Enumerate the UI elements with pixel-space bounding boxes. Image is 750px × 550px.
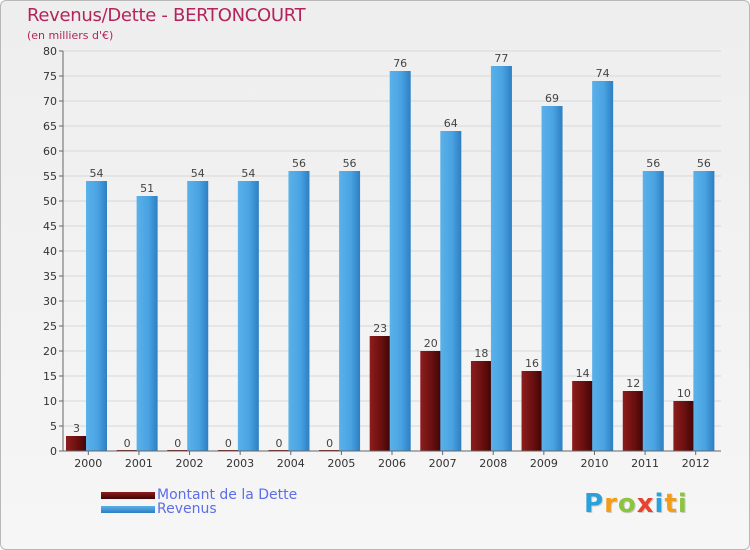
bar-dette	[572, 381, 594, 451]
logo-letter: P	[584, 489, 605, 519]
value-label-dette: 0	[225, 437, 232, 450]
y-tick-label: 5	[50, 420, 57, 433]
value-label-revenus: 74	[596, 67, 610, 80]
x-tick-label: 2012	[682, 457, 710, 470]
bar-revenus	[86, 181, 107, 451]
legend-item-dette: Montant de la Dette	[101, 487, 297, 503]
y-tick-label: 60	[43, 145, 57, 158]
x-tick-label: 2000	[74, 457, 102, 470]
value-label-dette: 16	[525, 357, 539, 370]
proxiti-logo: Proxiti	[584, 489, 688, 519]
bar-revenus	[592, 81, 614, 451]
bar-dette	[369, 336, 391, 451]
y-tick-label: 15	[43, 370, 57, 383]
bar-revenus	[490, 66, 512, 451]
legend-label-revenus: Revenus	[157, 501, 217, 517]
x-tick-label: 2011	[631, 457, 659, 470]
bar-revenus	[136, 196, 158, 451]
legend-swatch-revenus	[101, 505, 155, 513]
x-tick-label: 2006	[378, 457, 406, 470]
y-tick-label: 25	[43, 320, 57, 333]
chart-subtitle: (en milliers d'€)	[27, 29, 114, 42]
x-tick-label: 2002	[176, 457, 204, 470]
y-tick-label: 80	[43, 45, 57, 58]
y-tick-label: 30	[43, 295, 57, 308]
legend-item-revenus: Revenus	[101, 501, 217, 517]
y-tick-label: 10	[43, 395, 57, 408]
bar-revenus	[541, 106, 563, 451]
chart-title: Revenus/Dette - BERTONCOURT	[27, 5, 306, 26]
value-label-revenus: 56	[343, 157, 357, 170]
value-label-revenus: 64	[444, 117, 458, 130]
y-tick-label: 55	[43, 170, 57, 183]
bar-dette	[66, 436, 87, 451]
y-tick-label: 20	[43, 345, 57, 358]
value-label-dette: 0	[326, 437, 333, 450]
bar-revenus	[187, 181, 209, 451]
value-label-revenus: 56	[697, 157, 711, 170]
y-tick-label: 40	[43, 245, 57, 258]
value-label-revenus: 56	[646, 157, 660, 170]
x-tick-label: 2009	[530, 457, 558, 470]
x-tick-label: 2010	[580, 457, 608, 470]
logo-letter: i	[677, 489, 688, 519]
y-tick-label: 35	[43, 270, 57, 283]
y-tick-label: 65	[43, 120, 57, 133]
value-label-dette: 12	[626, 377, 640, 390]
bar-revenus	[642, 171, 664, 451]
bar-revenus	[237, 181, 259, 451]
y-tick-label: 75	[43, 70, 57, 83]
value-label-revenus: 56	[292, 157, 306, 170]
x-tick-label: 2003	[226, 457, 254, 470]
bar-revenus	[440, 131, 462, 451]
bar-revenus	[389, 71, 411, 451]
bar-dette	[622, 391, 644, 451]
logo-letter: t	[664, 489, 678, 519]
value-label-dette: 3	[73, 422, 80, 435]
logo-letter: x	[636, 489, 655, 519]
value-label-dette: 20	[424, 337, 438, 350]
logo-letter: i	[654, 489, 665, 519]
value-label-dette: 10	[677, 387, 691, 400]
x-tick-label: 2001	[125, 457, 153, 470]
x-tick-label: 2005	[327, 457, 355, 470]
value-label-revenus: 76	[393, 57, 407, 70]
y-tick-label: 70	[43, 95, 57, 108]
value-label-dette: 23	[373, 322, 387, 335]
bar-revenus	[288, 171, 310, 451]
value-label-dette: 14	[576, 367, 590, 380]
logo-letter: o	[617, 489, 637, 519]
value-label-dette: 0	[124, 437, 131, 450]
bar-dette	[470, 361, 492, 451]
value-label-revenus: 77	[494, 52, 508, 65]
x-tick-label: 2004	[277, 457, 305, 470]
bar-dette	[521, 371, 543, 451]
y-tick-label: 50	[43, 195, 57, 208]
bar-dette	[420, 351, 442, 451]
value-label-revenus: 54	[90, 167, 104, 180]
legend-swatch-dette	[101, 491, 155, 499]
value-label-revenus: 51	[140, 182, 154, 195]
x-tick-label: 2007	[429, 457, 457, 470]
logo-letter: r	[604, 489, 618, 519]
value-label-revenus: 54	[241, 167, 255, 180]
y-tick-label: 45	[43, 220, 57, 233]
value-label-dette: 0	[275, 437, 282, 450]
value-label-dette: 18	[474, 347, 488, 360]
bar-revenus	[339, 171, 361, 451]
value-label-revenus: 69	[545, 92, 559, 105]
x-tick-label: 2008	[479, 457, 507, 470]
bar-dette	[673, 401, 695, 451]
value-label-dette: 0	[174, 437, 181, 450]
legend-label-dette: Montant de la Dette	[157, 487, 298, 503]
bar-revenus	[693, 171, 715, 451]
value-label-revenus: 54	[191, 167, 205, 180]
y-tick-label: 0	[50, 445, 57, 458]
